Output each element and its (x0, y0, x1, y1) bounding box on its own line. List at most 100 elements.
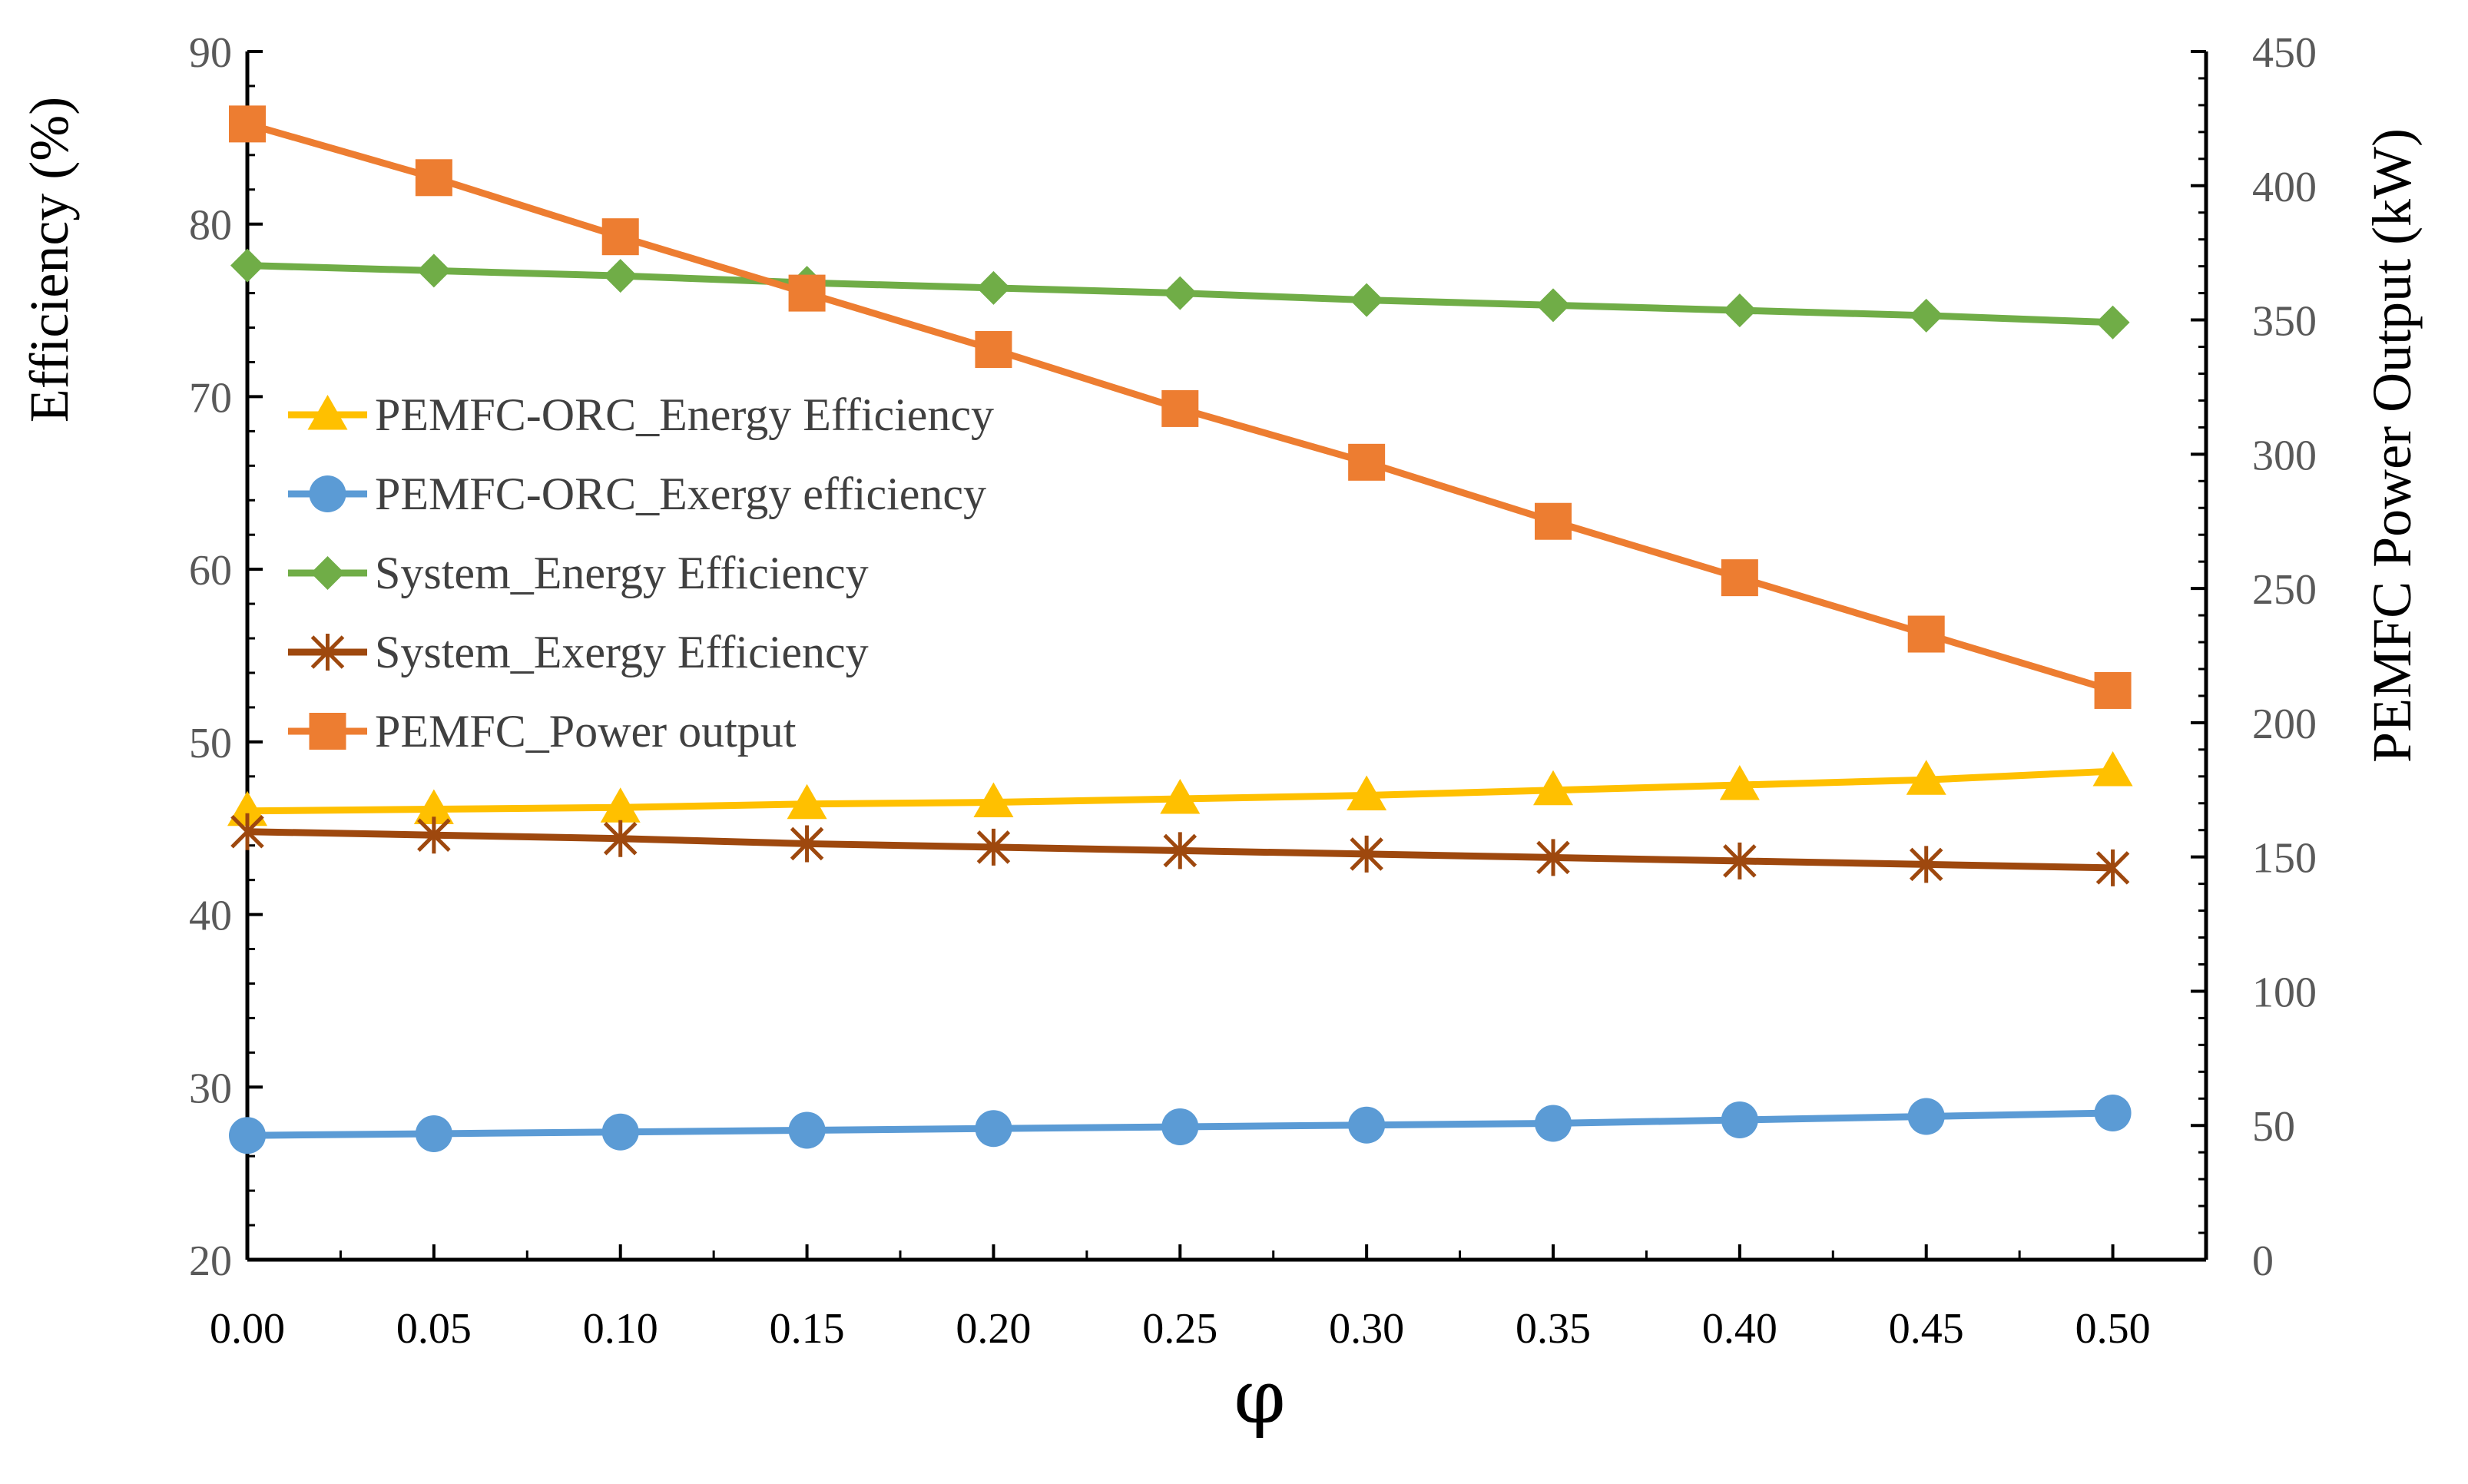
data-point (415, 1115, 452, 1152)
y-tick-label: 70 (189, 374, 232, 422)
data-point (788, 274, 826, 312)
x-tick-label: 0.10 (583, 1305, 658, 1353)
legend-item: System_Exergy Efficiency (288, 627, 869, 677)
legend-label: PEMFC-ORC_Energy Efficiency (375, 389, 994, 440)
data-point (1723, 842, 1757, 879)
data-point (230, 813, 264, 850)
legend-label: System_Energy Efficiency (375, 548, 869, 598)
data-point (2095, 849, 2130, 886)
data-point (1161, 389, 1199, 427)
data-point (788, 1111, 826, 1149)
data-point (1161, 1108, 1199, 1145)
data-point (1350, 283, 1384, 317)
legend-item: PEMFC-ORC_Exergy efficiency (288, 469, 986, 519)
data-point (601, 218, 639, 256)
data-point (1721, 559, 1758, 597)
axes-layer: 20 30 40 50 60 70 80 90 0 50 100 150 200 250 300 350 400… (189, 29, 2317, 1353)
y2-tick-label: 300 (2252, 432, 2317, 479)
legend: PEMFC-ORC_Energy Efficiency PEMFC-ORC_Exe… (288, 389, 994, 757)
series-system-energy-efficiency (230, 248, 2130, 340)
y2-tick-label: 400 (2252, 164, 2317, 211)
legend-label: System_Exergy Efficiency (375, 627, 869, 677)
data-point (229, 105, 266, 143)
y-tick-label: 50 (189, 720, 232, 767)
data-point (1721, 1101, 1758, 1138)
x-tick-label: 0.20 (956, 1305, 1031, 1353)
data-point (1163, 276, 1198, 310)
y2-axis-title: PEMFC Power Output (kW) (2361, 128, 2423, 763)
legend-label: PEMFC_Power output (375, 706, 797, 757)
y-tick-label: 90 (189, 29, 232, 77)
x-tick-label: 0.00 (210, 1305, 285, 1353)
data-point (2095, 305, 2130, 340)
y-tick-label: 20 (189, 1237, 232, 1285)
data-point (413, 789, 454, 824)
data-point (601, 1113, 639, 1151)
y2-tick-label: 350 (2252, 298, 2317, 346)
data-point (1719, 765, 1760, 800)
data-point (1533, 770, 1573, 806)
data-point (227, 790, 267, 826)
series-layer (227, 105, 2133, 1154)
x-tick-label: 0.30 (1329, 1305, 1404, 1353)
legend-item: PEMFC-ORC_Energy Efficiency (288, 389, 994, 440)
data-point (975, 1110, 1012, 1148)
data-point (1909, 298, 1943, 333)
data-point (2094, 671, 2132, 709)
data-point (1160, 779, 1201, 814)
y2-tick-label: 200 (2252, 701, 2317, 748)
data-point (1536, 839, 1570, 876)
x-tick-label: 0.15 (770, 1305, 845, 1353)
data-point (230, 248, 264, 283)
data-point (1722, 293, 1757, 328)
data-point (415, 159, 452, 197)
y-tick-label: 60 (189, 547, 232, 595)
data-point (1906, 760, 1946, 795)
data-point (416, 253, 451, 288)
y-tick-label: 80 (189, 202, 232, 250)
data-point (603, 259, 638, 293)
y2-tick-label: 250 (2252, 566, 2317, 614)
legend-item: System_Energy Efficiency (288, 548, 869, 598)
legend-item: PEMFC_Power output (288, 706, 797, 757)
data-point (787, 783, 827, 820)
data-point (2092, 751, 2133, 787)
data-point (1348, 443, 1386, 481)
data-point (1907, 1098, 1945, 1135)
y2-tick-label: 0 (2252, 1237, 2274, 1285)
y2-tick-label: 50 (2252, 1103, 2295, 1151)
data-point (973, 782, 1014, 818)
data-point (975, 331, 1012, 369)
data-point (1163, 832, 1198, 870)
x-tick-label: 0.40 (1702, 1305, 1777, 1353)
data-point (229, 1117, 266, 1154)
y-tick-label: 40 (189, 893, 232, 940)
data-point (1347, 775, 1387, 811)
data-point (1348, 1106, 1386, 1144)
y-axis-title: Efficiency (%) (18, 97, 80, 422)
legend-marker (310, 556, 345, 590)
data-point (1907, 615, 1945, 653)
data-point (1535, 502, 1572, 540)
series-pemfc-orc-energy-efficiency (227, 751, 2133, 826)
legend-marker (307, 395, 348, 430)
y2-tick-label: 100 (2252, 969, 2317, 1016)
x-tick-label: 0.05 (396, 1305, 472, 1353)
data-point (790, 825, 824, 863)
series-pemfc-orc-exergy-efficiency (229, 1094, 2132, 1154)
data-point (1350, 835, 1383, 873)
legend-marker (310, 634, 345, 671)
y-tick-label: 30 (189, 1065, 232, 1112)
data-point (1535, 1105, 1572, 1142)
data-point (1909, 846, 1943, 883)
data-point (417, 817, 451, 854)
y2-tick-label: 450 (2252, 29, 2317, 77)
legend-marker (309, 713, 346, 750)
y2-tick-label: 150 (2252, 835, 2317, 883)
data-point (600, 787, 641, 823)
data-point (976, 828, 1011, 866)
series-system-exergy-efficiency (230, 813, 2130, 886)
data-point (976, 270, 1011, 305)
